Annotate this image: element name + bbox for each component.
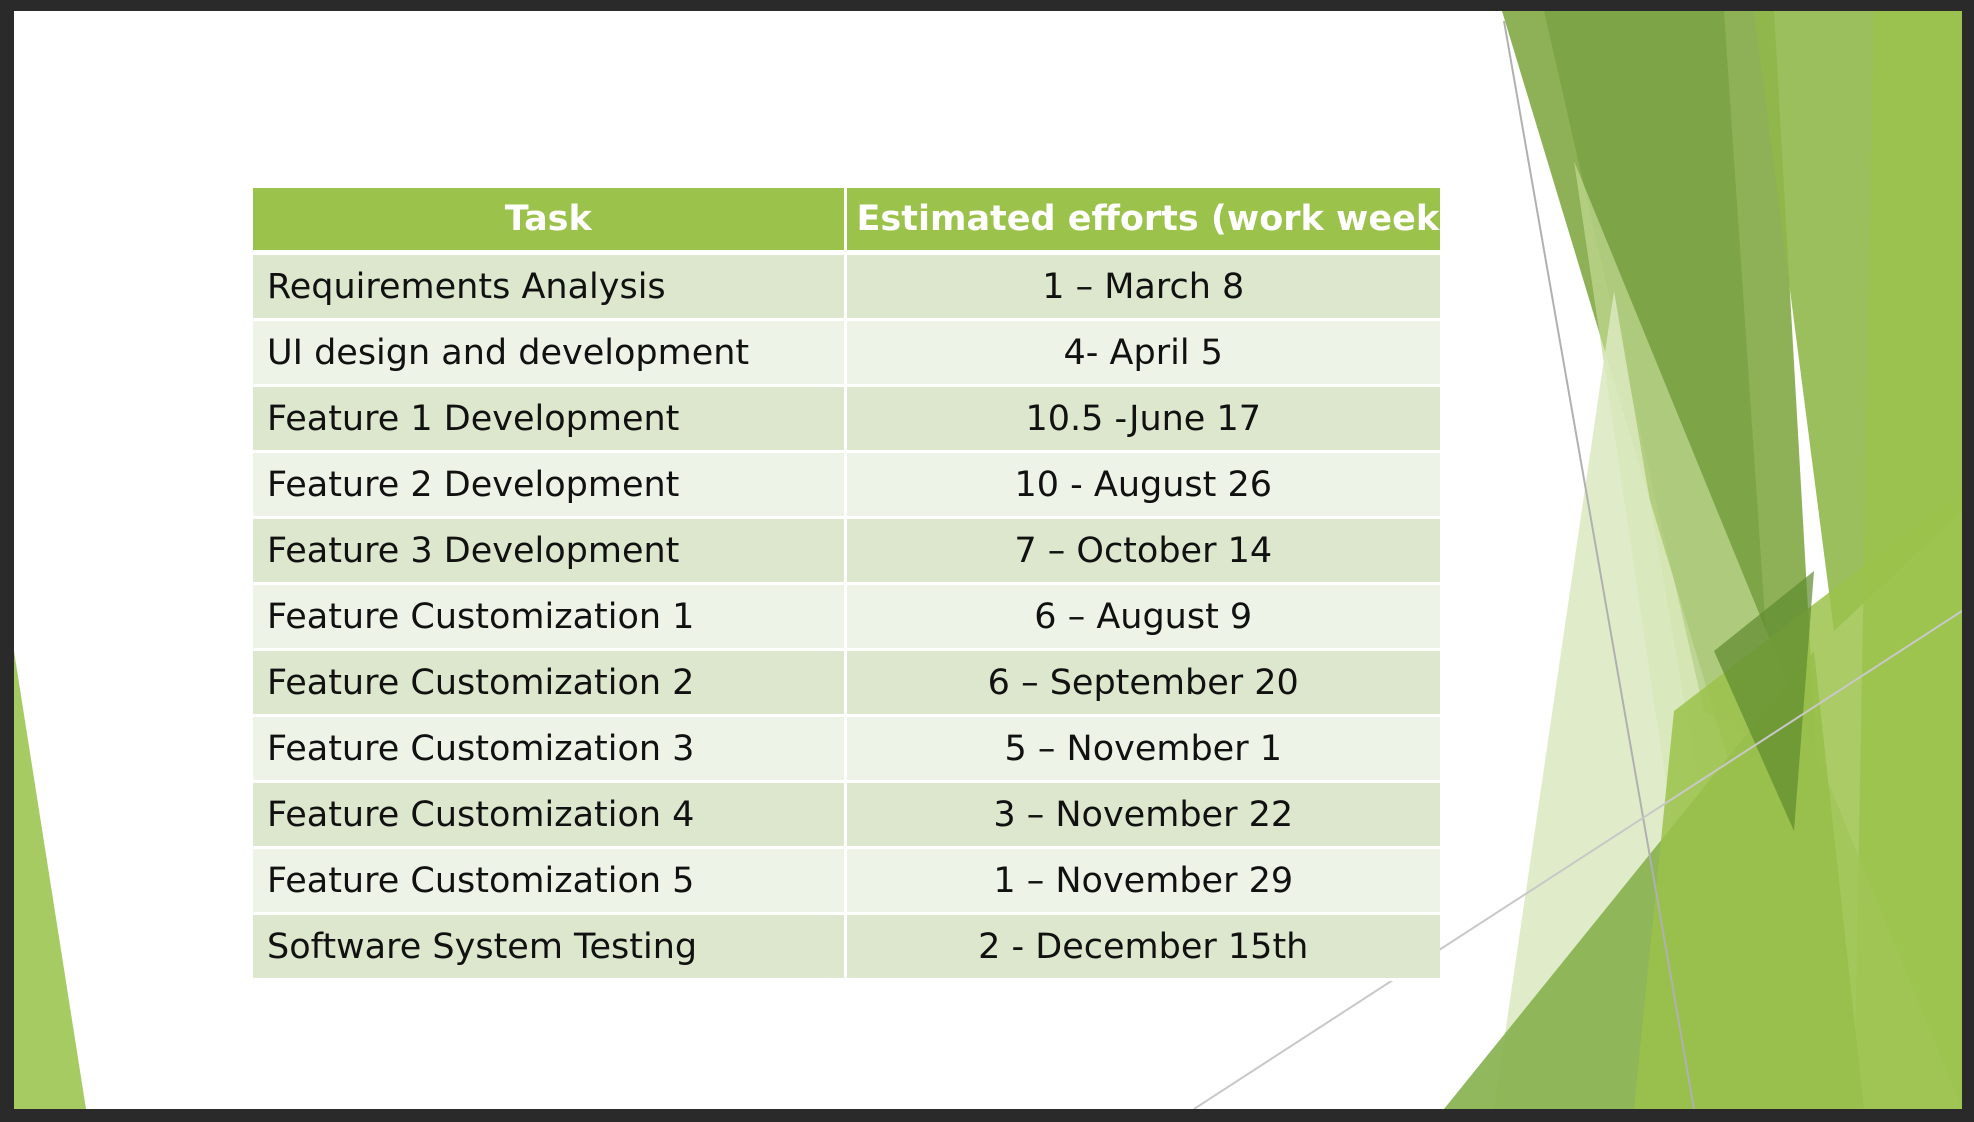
column-header-task: Task — [253, 188, 847, 255]
effort-table-container: Task Estimated efforts (work weeks) Requ… — [253, 188, 1476, 981]
table-row: Feature Customization 2 6 – September 20 — [253, 649, 1440, 717]
task-cell: Feature Customization 5 — [253, 847, 847, 915]
effort-cell: 5 – November 1 — [845, 715, 1440, 783]
effort-cell: 6 – August 9 — [845, 583, 1440, 651]
task-cell: Feature Customization 1 — [253, 583, 847, 651]
task-cell: Feature Customization 4 — [253, 781, 847, 849]
table-row: Feature 3 Development 7 – October 14 — [253, 517, 1440, 585]
table-row: Feature 2 Development 10 - August 26 — [253, 451, 1440, 519]
decorative-facets — [14, 11, 1962, 1109]
task-cell: Feature 2 Development — [253, 451, 847, 519]
effort-cell: 2 - December 15th — [845, 913, 1440, 981]
task-cell: Feature 3 Development — [253, 517, 847, 585]
effort-cell: 10.5 -June 17 — [845, 385, 1440, 453]
table-row: UI design and development 4- April 5 — [253, 319, 1440, 387]
slide: Task Estimated efforts (work weeks) Requ… — [14, 11, 1962, 1109]
table-row: Feature Customization 5 1 – November 29 — [253, 847, 1440, 915]
table-row: Feature Customization 1 6 – August 9 — [253, 583, 1440, 651]
table-header-row: Task Estimated efforts (work weeks) — [253, 188, 1476, 255]
table-row: Requirements Analysis 1 – March 8 — [253, 252, 1440, 321]
effort-cell: 7 – October 14 — [845, 517, 1440, 585]
table-row: Software System Testing 2 - December 15t… — [253, 913, 1440, 981]
effort-cell: 1 – March 8 — [845, 252, 1440, 321]
task-cell: Feature Customization 2 — [253, 649, 847, 717]
effort-table: Task Estimated efforts (work weeks) Requ… — [253, 188, 1476, 981]
table-row: Feature Customization 4 3 – November 22 — [253, 781, 1440, 849]
effort-cell: 1 – November 29 — [845, 847, 1440, 915]
effort-cell: 4- April 5 — [845, 319, 1440, 387]
column-header-effort: Estimated efforts (work weeks) — [845, 188, 1476, 255]
table-row: Feature 1 Development 10.5 -June 17 — [253, 385, 1440, 453]
task-cell: Feature Customization 3 — [253, 715, 847, 783]
effort-cell: 10 - August 26 — [845, 451, 1440, 519]
task-cell: Feature 1 Development — [253, 385, 847, 453]
table-row: Feature Customization 3 5 – November 1 — [253, 715, 1440, 783]
task-cell: UI design and development — [253, 319, 847, 387]
effort-cell: 6 – September 20 — [845, 649, 1440, 717]
task-cell: Requirements Analysis — [253, 252, 847, 321]
effort-cell: 3 – November 22 — [845, 781, 1440, 849]
task-cell: Software System Testing — [253, 913, 847, 981]
